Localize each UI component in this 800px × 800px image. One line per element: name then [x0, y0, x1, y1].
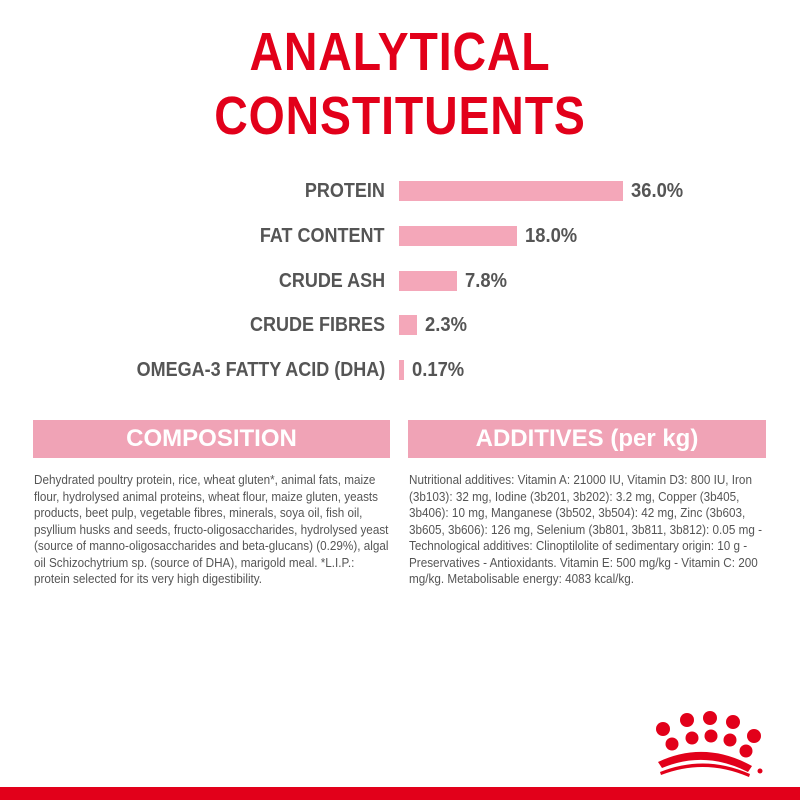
bar — [399, 181, 624, 201]
title-text-2: CONSTITUENTS — [214, 86, 586, 146]
chart-row: CRUDE FIBRES 2.3% — [0, 313, 800, 337]
bar-label: CRUDE ASH — [278, 270, 385, 292]
bar — [399, 360, 404, 380]
chart-row: OMEGA-3 FATTY ACID (DHA) 0.17% — [0, 358, 800, 382]
chart-row: FAT CONTENT 18.0% — [0, 224, 800, 248]
bar — [399, 271, 458, 291]
bar-label: OMEGA-3 FATTY ACID (DHA) — [136, 359, 385, 381]
bar-value-label: 7.8% — [465, 270, 507, 292]
composition-header: COMPOSITION — [33, 420, 390, 458]
bar — [399, 226, 518, 246]
bar-value-label: 0.17% — [412, 359, 465, 381]
chart-row: PROTEIN 36.0% — [0, 179, 800, 203]
bar — [399, 315, 417, 335]
title-line-1: ANALYTICAL — [0, 22, 800, 82]
bar-value-label: 2.3% — [424, 314, 467, 336]
composition-text: Dehydrated poultry protein, rice, wheat … — [34, 472, 389, 586]
footer-bar — [0, 787, 800, 800]
title-line-2: CONSTITUENTS — [0, 86, 800, 146]
bar-label: CRUDE FIBRES — [249, 314, 385, 336]
title-text-1: ANALYTICAL — [249, 22, 551, 82]
additives-header: ADDITIVES (per kg) — [408, 420, 766, 458]
bar-label: FAT CONTENT — [260, 225, 385, 247]
additives-text: Nutritional additives: Vitamin A: 21000 … — [409, 472, 762, 586]
bar-value-label: 36.0% — [631, 180, 684, 202]
bar-value-label: 18.0% — [525, 225, 578, 247]
bar-label: PROTEIN — [304, 180, 385, 202]
chart-row: CRUDE ASH 7.8% — [0, 269, 800, 293]
royal-canin-crown-icon — [656, 711, 763, 777]
